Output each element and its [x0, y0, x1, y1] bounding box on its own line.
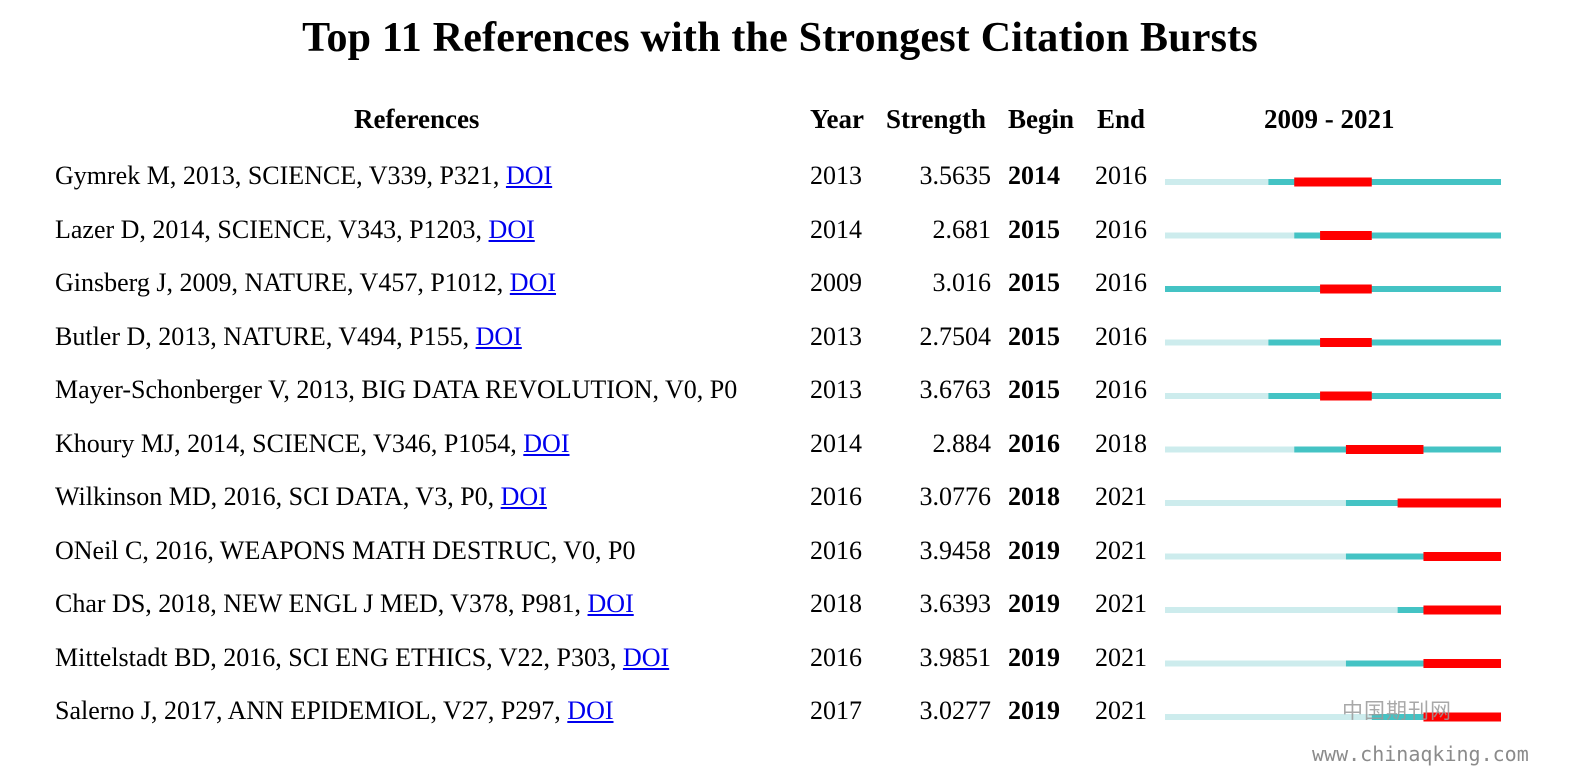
reference-cell: Mayer-Schonberger V, 2013, BIG DATA REVO…: [55, 374, 737, 406]
strength-cell: 3.9458: [919, 535, 992, 565]
end-cell: 2021: [1095, 696, 1147, 725]
begin-cell: 2018: [1008, 482, 1060, 511]
year-cell: 2013: [810, 321, 862, 351]
strength-cell: 3.016: [932, 268, 992, 297]
table-row: Lazer D, 2014, SCIENCE, V343, P1203, DOI…: [0, 210, 1580, 264]
table-row: Salerno J, 2017, ANN EPIDEMIOL, V27, P29…: [0, 691, 1580, 745]
doi-link[interactable]: DOI: [505, 161, 553, 190]
year-cell: 2014: [810, 214, 862, 244]
reference-cell: Butler D, 2013, NATURE, V494, P155, DOI: [55, 321, 522, 353]
end-cell: 2016: [1095, 321, 1147, 351]
watermark-url: www.chinaqking.com: [1312, 742, 1529, 766]
reference-text: ONeil C, 2016, WEAPONS MATH DESTRUC, V0,…: [55, 535, 636, 565]
end-cell: 2016: [1095, 268, 1147, 297]
year-cell: 2016: [810, 482, 862, 511]
doi-link[interactable]: DOI: [500, 482, 547, 511]
header-begin: Begin: [1008, 104, 1075, 134]
year-cell: 2013: [810, 161, 862, 190]
doi-link[interactable]: DOI: [567, 696, 614, 725]
header-year-range: 2009 - 2021: [1264, 104, 1395, 134]
strength-cell: 2.681: [932, 214, 992, 244]
header-strength: Strength: [886, 104, 987, 134]
reference-text: Butler D, 2013, NATURE, V494, P155,: [55, 321, 476, 351]
reference-text: Lazer D, 2014, SCIENCE, V343, P1203,: [55, 214, 489, 244]
strength-cell: 3.9851: [919, 642, 992, 672]
reference-cell: Mittelstadt BD, 2016, SCI ENG ETHICS, V2…: [55, 642, 669, 674]
reference-text: Mittelstadt BD, 2016, SCI ENG ETHICS, V2…: [55, 642, 623, 672]
end-cell: 2016: [1095, 375, 1147, 404]
end-cell: 2021: [1095, 482, 1147, 511]
reference-cell: Wilkinson MD, 2016, SCI DATA, V3, P0, DO…: [55, 481, 547, 513]
year-cell: 2014: [810, 428, 862, 458]
doi-link[interactable]: DOI: [523, 428, 570, 458]
strength-cell: 3.0277: [919, 696, 992, 725]
doi-link[interactable]: DOI: [587, 589, 634, 618]
begin-cell: 2019: [1008, 589, 1060, 618]
strength-cell: 3.0776: [919, 482, 992, 511]
year-cell: 2016: [810, 642, 862, 672]
year-cell: 2018: [810, 589, 862, 618]
begin-cell: 2019: [1008, 642, 1060, 672]
reference-cell: Lazer D, 2014, SCIENCE, V343, P1203, DOI: [55, 214, 535, 246]
year-cell: 2013: [810, 375, 862, 404]
begin-cell: 2019: [1008, 535, 1060, 565]
reference-text: Wilkinson MD, 2016, SCI DATA, V3, P0,: [55, 482, 501, 511]
reference-cell: Char DS, 2018, NEW ENGL J MED, V378, P98…: [55, 588, 634, 620]
table-row: Ginsberg J, 2009, NATURE, V457, P1012, D…: [0, 263, 1580, 317]
table-row: Khoury MJ, 2014, SCIENCE, V346, P1054, D…: [0, 424, 1580, 478]
reference-cell: ONeil C, 2016, WEAPONS MATH DESTRUC, V0,…: [55, 535, 635, 567]
strength-cell: 3.6763: [919, 375, 992, 404]
end-cell: 2018: [1095, 428, 1147, 458]
year-cell: 2017: [810, 696, 862, 725]
doi-link[interactable]: DOI: [475, 321, 522, 351]
chart-title: Top 11 References with the Strongest Cit…: [302, 15, 1258, 61]
reference-text: Mayer-Schonberger V, 2013, BIG DATA REVO…: [55, 375, 738, 404]
doi-link[interactable]: DOI: [488, 214, 535, 244]
reference-cell: Ginsberg J, 2009, NATURE, V457, P1012, D…: [55, 267, 556, 299]
year-cell: 2009: [810, 268, 862, 297]
table-row: Mayer-Schonberger V, 2013, BIG DATA REVO…: [0, 370, 1580, 424]
reference-cell: Gymrek M, 2013, SCIENCE, V339, P321, DOI: [55, 160, 552, 192]
reference-text: Khoury MJ, 2014, SCIENCE, V346, P1054,: [55, 428, 524, 458]
doi-link[interactable]: DOI: [622, 642, 670, 672]
header-end: End: [1097, 104, 1146, 134]
reference-text: Gymrek M, 2013, SCIENCE, V339, P321,: [55, 161, 506, 190]
table-row: Wilkinson MD, 2016, SCI DATA, V3, P0, DO…: [0, 477, 1580, 531]
reference-cell: Khoury MJ, 2014, SCIENCE, V346, P1054, D…: [55, 428, 570, 460]
begin-cell: 2015: [1008, 268, 1060, 297]
watermark-site-name: 中国期刊网: [1342, 699, 1452, 723]
begin-cell: 2019: [1008, 696, 1060, 725]
strength-cell: 2.7504: [919, 321, 992, 351]
end-cell: 2021: [1095, 642, 1147, 672]
reference-cell: Salerno J, 2017, ANN EPIDEMIOL, V27, P29…: [55, 695, 614, 727]
reference-text: Char DS, 2018, NEW ENGL J MED, V378, P98…: [55, 589, 588, 618]
end-cell: 2021: [1095, 535, 1147, 565]
header-year: Year: [810, 104, 864, 134]
table-row: Mittelstadt BD, 2016, SCI ENG ETHICS, V2…: [0, 638, 1580, 692]
table-row: Butler D, 2013, NATURE, V494, P155, DOI 2…: [0, 317, 1580, 371]
doi-link[interactable]: DOI: [509, 268, 557, 297]
begin-cell: 2015: [1008, 321, 1060, 351]
end-cell: 2016: [1095, 161, 1147, 190]
table-row: ONeil C, 2016, WEAPONS MATH DESTRUC, V0,…: [0, 531, 1580, 585]
begin-cell: 2016: [1008, 428, 1060, 458]
reference-text: Ginsberg J, 2009, NATURE, V457, P1012,: [55, 268, 510, 297]
header-references: References: [354, 104, 480, 134]
reference-text: Salerno J, 2017, ANN EPIDEMIOL, V27, P29…: [55, 696, 568, 725]
end-cell: 2016: [1095, 214, 1147, 244]
strength-cell: 3.5635: [919, 161, 992, 190]
table-row: Char DS, 2018, NEW ENGL J MED, V378, P98…: [0, 584, 1580, 638]
year-cell: 2016: [810, 535, 862, 565]
strength-cell: 2.884: [932, 428, 992, 458]
begin-cell: 2014: [1008, 161, 1060, 190]
end-cell: 2021: [1095, 589, 1147, 618]
table-row: Gymrek M, 2013, SCIENCE, V339, P321, DOI…: [0, 156, 1580, 210]
begin-cell: 2015: [1008, 214, 1060, 244]
strength-cell: 3.6393: [919, 589, 992, 618]
begin-cell: 2015: [1008, 375, 1060, 404]
